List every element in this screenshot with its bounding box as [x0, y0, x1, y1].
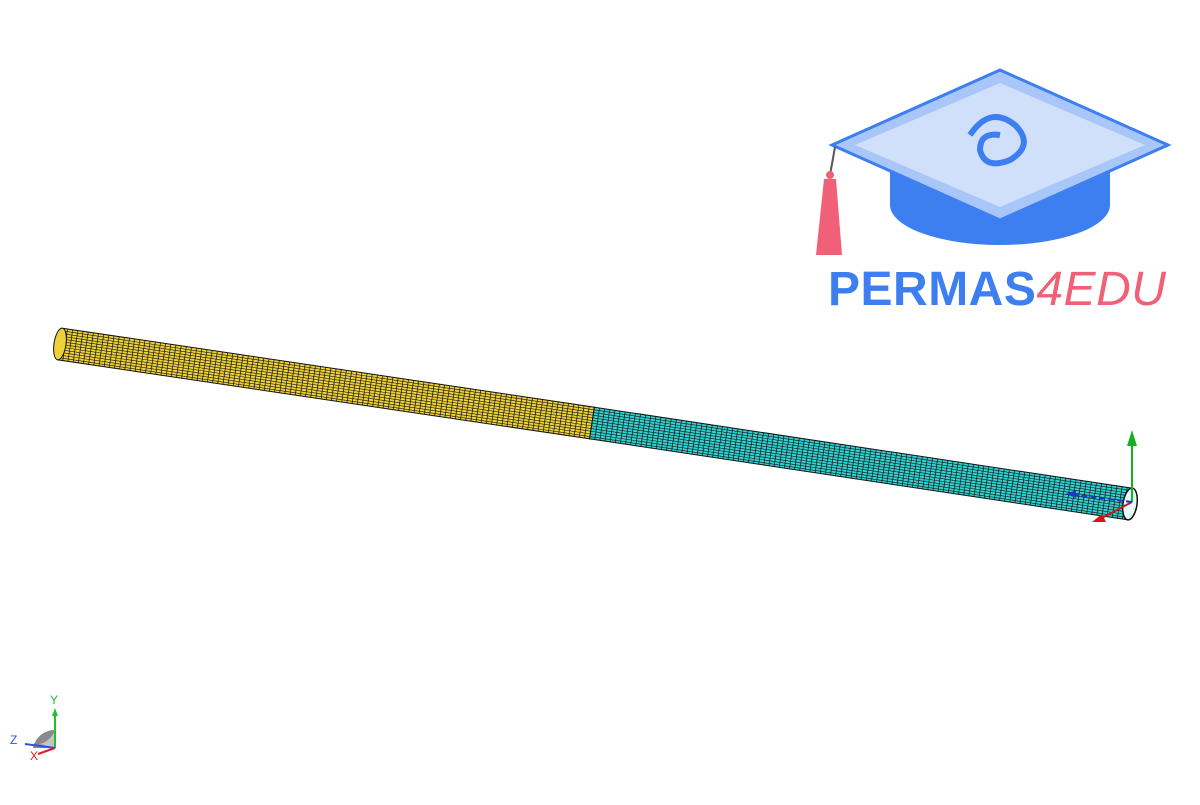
view-orientation-triad[interactable]: Y Z X [10, 693, 58, 763]
mesh-axial-line [60, 338, 593, 419]
mesh-axial-line [591, 425, 1130, 508]
mesh-axial-line [59, 349, 592, 429]
triad-y-label: Y [50, 693, 58, 707]
mesh-axial-line [58, 354, 591, 435]
tube-segment-yellow[interactable] [57, 327, 595, 440]
local-coordinate-system [1066, 430, 1137, 522]
mesh-axial-line [59, 346, 592, 427]
mesh-axial-line [59, 343, 593, 424]
mesh-axial-line [592, 417, 1131, 500]
tube-end-left [53, 327, 67, 361]
triad-x-label: X [30, 749, 38, 763]
mesh-axial-line [593, 414, 1132, 497]
logo-name-accent: 4EDU [1036, 263, 1167, 316]
logo-wordmark: PERMAS4EDU [828, 265, 1166, 315]
triad-z-label: Z [10, 733, 17, 747]
logo-name-main: PERMAS [828, 263, 1037, 316]
mesh-axial-line [593, 409, 1133, 492]
mesh-axial-line [591, 428, 1130, 510]
graduation-cap-icon [816, 68, 1172, 255]
mesh-axial-line [592, 420, 1131, 502]
mesh-axial-line [61, 335, 594, 416]
mesh-axial-line [591, 422, 1131, 505]
tube-mesh[interactable] [52, 327, 1140, 521]
mesh-axial-line [590, 430, 1129, 513]
mesh-axial-line [590, 433, 1129, 516]
mesh-axial-line [58, 351, 591, 432]
mesh-axial-line [61, 333, 594, 413]
mesh-axial-line [589, 436, 1129, 518]
permas4edu-logo: PERMAS4EDU [810, 65, 1180, 325]
tube-segment-cyan[interactable] [589, 406, 1133, 521]
mesh-axial-line [60, 341, 593, 421]
mesh-axial-line [61, 330, 595, 411]
mesh-axial-line [57, 357, 591, 437]
mesh-axial-line [593, 412, 1132, 494]
